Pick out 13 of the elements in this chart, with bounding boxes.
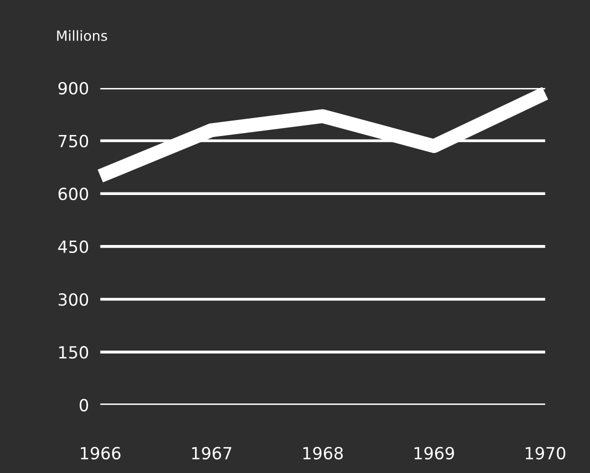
y-tick-label: 450 [58, 240, 88, 253]
x-tick-label: 1967 [192, 446, 232, 460]
y-tick-label: 0 [80, 398, 88, 412]
x-tick-label: 1968 [303, 446, 343, 460]
y-tick-label: 750 [58, 134, 88, 148]
x-tick-label: 1966 [80, 446, 120, 460]
x-tick-label: 1969 [414, 446, 454, 460]
x-tick-label: 1970 [526, 446, 566, 460]
y-tick-label: 300 [58, 293, 88, 306]
y-tick-label: 600 [58, 188, 88, 200]
y-tick-label: 900 [58, 82, 88, 95]
y-axis-title: Millions [57, 30, 108, 41]
y-tick-label: 150 [59, 346, 88, 359]
